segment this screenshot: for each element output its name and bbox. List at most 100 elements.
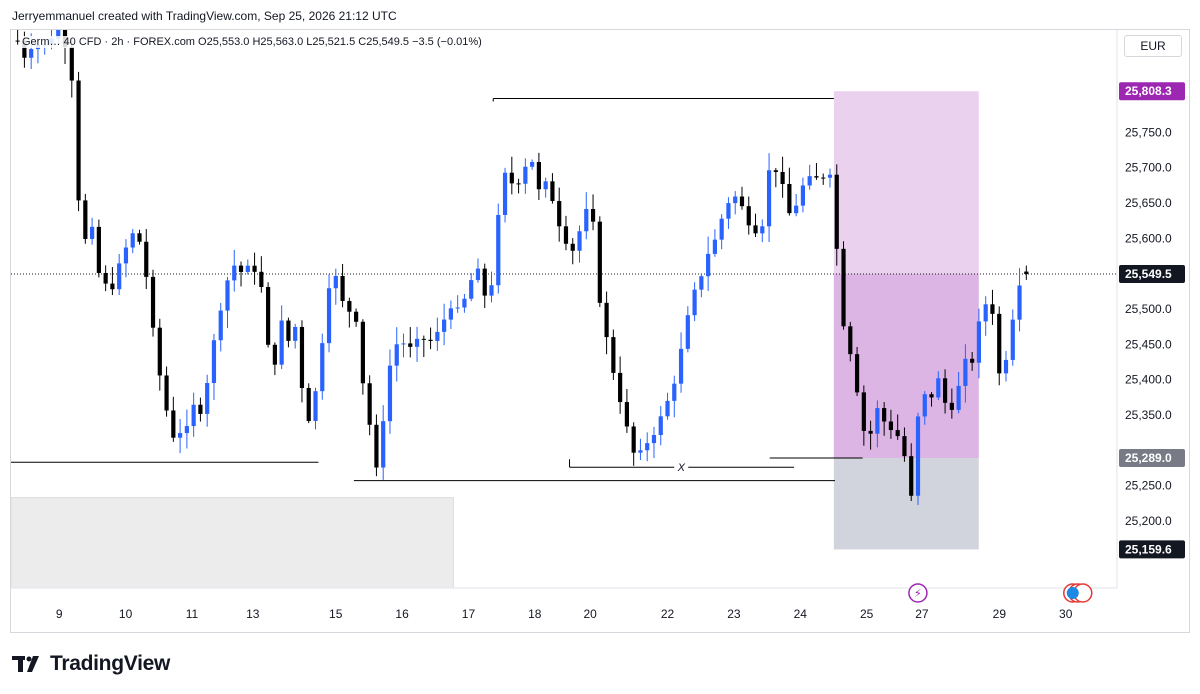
candle-body	[882, 408, 887, 422]
price-chart[interactable]: X 25,200.0 25,250.0 25,350.0 25,400.0 25,450.…	[11, 30, 1189, 632]
candle-body	[462, 298, 467, 308]
candle-body	[137, 233, 142, 242]
candle-body	[326, 288, 332, 344]
candle-body	[259, 271, 264, 288]
candle-body	[83, 200, 88, 239]
candle-body	[448, 308, 453, 320]
candle-body	[428, 339, 433, 341]
candle-body	[482, 268, 487, 296]
price-axis-label: 25,700.0	[1125, 161, 1172, 175]
time-axis-label: 16	[395, 607, 409, 621]
candle-body	[15, 40, 20, 42]
candle-body	[645, 443, 650, 451]
candle-body	[773, 170, 778, 172]
candle-body	[347, 300, 352, 312]
candle-body	[970, 358, 975, 363]
tradingview-logo[interactable]: TradingView	[12, 652, 170, 676]
candle-body	[442, 319, 447, 332]
time-axis-label: 30	[1059, 607, 1073, 621]
target-price-tag: 25,808.3	[1125, 84, 1172, 98]
candle-body	[1003, 359, 1009, 374]
candle-body	[665, 400, 670, 417]
candle-body	[597, 221, 602, 303]
time-axis-label: 13	[246, 607, 260, 621]
annotation-x-label: X	[677, 462, 686, 474]
candle-body	[584, 208, 589, 232]
candle-body	[821, 177, 826, 179]
time-axis-label: 11	[186, 607, 199, 621]
candle-body	[178, 433, 183, 438]
candle-body	[150, 276, 156, 328]
candle-body	[780, 171, 785, 185]
candle-body	[685, 315, 690, 349]
candle-body	[381, 421, 386, 468]
candle-body	[976, 321, 982, 363]
candle-body	[157, 327, 162, 376]
price-axis-label: 25,600.0	[1125, 231, 1172, 245]
candle-body	[76, 80, 81, 201]
candle-body	[333, 276, 338, 289]
candle-body	[577, 231, 582, 251]
candle-body	[922, 394, 927, 417]
candle-body	[895, 430, 900, 437]
candle-body	[550, 181, 555, 202]
currency-button[interactable]: EUR	[1124, 35, 1182, 57]
candle-body	[421, 338, 426, 340]
candle-body	[530, 162, 535, 167]
candle-body	[523, 166, 528, 184]
candle-body	[658, 416, 663, 435]
candle-body	[929, 394, 934, 398]
candle-body	[435, 331, 440, 341]
candle-body	[902, 436, 907, 457]
lightning-glyph: ⚡	[914, 588, 922, 600]
candle-body	[69, 46, 74, 81]
time-axis-label: 10	[119, 607, 133, 621]
candle-body	[699, 276, 704, 290]
candle-body	[753, 225, 758, 234]
candle-body	[942, 378, 948, 403]
candle-body	[915, 416, 921, 496]
candle-body	[360, 321, 365, 384]
entry-price-tag: 25,289.0	[1125, 451, 1172, 465]
candle-body	[963, 358, 968, 386]
candle-body	[266, 287, 271, 345]
chart-attribution: Jerryemmanuel created with TradingView.c…	[12, 9, 397, 23]
candle-body	[733, 196, 738, 204]
candle-body	[611, 337, 616, 373]
candle-body	[624, 402, 629, 427]
symbol-ohlc-line[interactable]: Germ… 40 CFD · 2h · FOREX.com O25,553.0 …	[20, 36, 484, 48]
candle-body	[96, 226, 101, 273]
candle-body	[570, 243, 575, 251]
candle-body	[56, 30, 61, 39]
candle-body	[800, 185, 806, 206]
demand-zone	[11, 497, 454, 589]
candle-body	[205, 382, 210, 414]
candle-body	[543, 181, 548, 190]
candle-body	[408, 343, 413, 347]
time-axis-label: 23	[727, 607, 741, 621]
candle-body	[834, 174, 839, 249]
chart-frame: X 25,200.0 25,250.0 25,350.0 25,400.0 25,450.…	[10, 29, 1190, 633]
candle-body	[854, 354, 860, 393]
candle-body	[604, 302, 609, 338]
candle-body	[387, 365, 393, 422]
candle-body	[888, 421, 894, 431]
candle-body	[211, 340, 217, 383]
candle-body	[536, 162, 541, 190]
candle-body	[171, 410, 176, 438]
candle-body	[746, 206, 751, 226]
stop-zone	[833, 458, 979, 550]
brand-name: TradingView	[50, 652, 171, 675]
candle-body	[868, 430, 873, 434]
time-axis-label: 9	[56, 607, 63, 621]
time-axis-label: 29	[993, 607, 1007, 621]
candle-body	[956, 385, 961, 410]
candle-body	[469, 280, 474, 299]
candle-body	[272, 344, 277, 365]
candle-body	[1024, 271, 1029, 275]
candle-body	[455, 307, 460, 309]
price-axis-label: 25,350.0	[1125, 408, 1172, 422]
candle-body	[374, 424, 379, 468]
candle-body	[245, 265, 250, 272]
candle-body	[590, 208, 596, 222]
